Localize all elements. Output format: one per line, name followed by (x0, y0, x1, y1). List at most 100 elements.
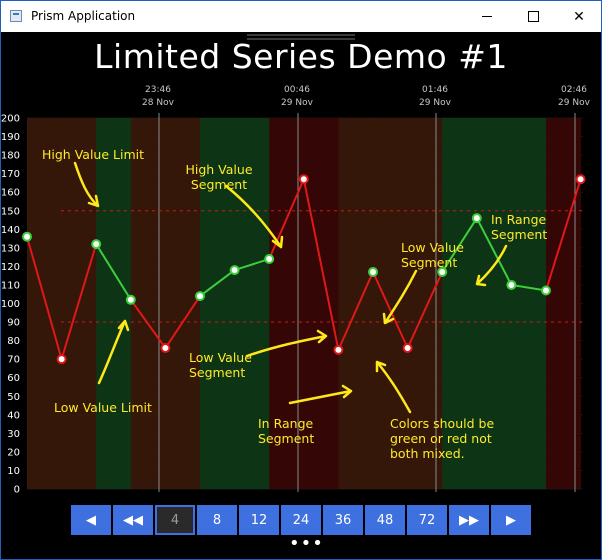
arrow-low-segment-2 (382, 269, 418, 325)
segment-fill (338, 118, 374, 489)
series-segment (475, 217, 513, 286)
y-tick-label: 110 (1, 280, 20, 291)
series-segment (129, 299, 167, 349)
data-point (195, 291, 205, 302)
y-tick-label: 160 (1, 188, 20, 199)
fast-forward-button[interactable]: ▶▶ (449, 505, 489, 535)
close-button[interactable]: ✕ (556, 1, 601, 32)
y-tick-label: 130 (1, 243, 20, 254)
segment-fill (27, 118, 63, 489)
data-point (229, 265, 240, 276)
segment-fill (442, 118, 478, 489)
range-36-button[interactable]: 36 (323, 505, 363, 535)
y-tick-label: 80 (7, 336, 20, 347)
y-tick-label: 120 (1, 262, 20, 273)
annotation-low-value-limit: Low Value Limit (54, 400, 152, 415)
series-segment (60, 243, 98, 360)
y-tick-label: 60 (7, 373, 20, 384)
y-tick-label: 100 (1, 299, 20, 310)
data-point (91, 239, 102, 250)
y-tick-label: 40 (7, 410, 20, 421)
annotation-in-range-segment: Segment (491, 227, 547, 242)
chart-area: 23:46 28 Nov 00:46 29 Nov 01:46 29 Nov 02:46 29… (1, 85, 591, 496)
x-tick-time: 23:46 (145, 85, 171, 95)
data-point (333, 344, 344, 355)
annotation-in-range-segment: Segment (258, 431, 314, 446)
series-segment (234, 258, 270, 272)
y-tick-label: 180 (1, 151, 20, 162)
title-bar[interactable]: Prism Application ✕ (1, 1, 601, 32)
y-tick-label: 30 (7, 429, 20, 440)
segment-fill (130, 118, 166, 489)
range-4-button[interactable]: 4 (155, 505, 195, 535)
annotation-high-value-segment: Segment (191, 177, 247, 192)
annotation-high-value-limit: High Value Limit (42, 147, 144, 162)
data-point (160, 343, 171, 354)
close-icon: ✕ (573, 8, 585, 25)
series-segment (164, 295, 201, 349)
data-point (264, 253, 275, 264)
y-tick-label: 50 (7, 392, 20, 403)
segment-fill (476, 118, 512, 489)
data-point (402, 343, 413, 354)
y-tick-label: 70 (7, 355, 20, 366)
data-point (22, 231, 32, 242)
maximize-button[interactable] (510, 1, 556, 32)
range-12-button[interactable]: 12 (239, 505, 279, 535)
chart-title: Limited Series Demo #1 (94, 37, 508, 76)
range-24-button[interactable]: 24 (281, 505, 321, 535)
y-tick-label: 90 (7, 318, 20, 329)
annotation-in-range-segment: In Range (258, 416, 314, 431)
y-tick-label: 0 (14, 485, 20, 496)
segment-fill (511, 118, 547, 489)
arrow-note (375, 360, 412, 414)
more-options-icon[interactable]: ••• (289, 533, 324, 554)
y-tick-label: 200 (1, 114, 20, 125)
series-segment (302, 179, 340, 351)
y-tick-label: 170 (1, 169, 20, 180)
y-tick-label: 10 (7, 466, 20, 477)
y-tick-label: 190 (1, 132, 20, 143)
range-8-button[interactable]: 8 (197, 505, 237, 535)
next-button[interactable]: ▶ (491, 505, 531, 535)
segment-fill (373, 118, 409, 489)
y-tick-label: 150 (1, 206, 20, 217)
series-segment (511, 283, 547, 292)
minimize-button[interactable] (464, 1, 510, 32)
y-tick-label: 140 (1, 225, 20, 236)
series-segment (441, 217, 478, 273)
arrow-low-segment-1 (245, 329, 328, 358)
x-tick-date: 29 Nov (419, 98, 452, 108)
annotation-note: green or red not (390, 431, 492, 446)
range-48-button[interactable]: 48 (365, 505, 405, 535)
series-segment (268, 178, 305, 260)
drag-grip[interactable] (247, 32, 355, 42)
arrow-high-limit (73, 161, 100, 208)
data-point (125, 294, 136, 305)
annotation-high-value-segment: High Value (185, 162, 252, 177)
segment-fill (407, 118, 443, 489)
x-tick-date: 29 Nov (558, 98, 591, 108)
minimize-icon (482, 16, 492, 17)
range-72-button[interactable]: 72 (407, 505, 447, 535)
series-segment (26, 236, 63, 360)
annotation-low-value-segment: Segment (189, 365, 245, 380)
x-tick-date: 28 Nov (142, 98, 175, 108)
arrow-low-limit (97, 319, 130, 385)
x-tick-date: 29 Nov (281, 98, 314, 108)
prev-button[interactable]: ◀ (71, 505, 111, 535)
data-point (437, 266, 448, 277)
segment-fill (303, 118, 339, 489)
segment-fill (96, 118, 132, 489)
segment-fill (200, 118, 236, 489)
app-icon (10, 10, 22, 22)
data-point (56, 354, 67, 365)
series-segment (545, 178, 582, 291)
annotation-low-value-segment: Segment (401, 255, 457, 270)
data-point (506, 279, 517, 290)
rewind-button[interactable]: ◀◀ (113, 505, 153, 535)
window-title: Prism Application (31, 9, 136, 23)
arrow-high-segment (224, 184, 284, 249)
series-segment (372, 271, 409, 349)
segment-fill (546, 118, 582, 489)
